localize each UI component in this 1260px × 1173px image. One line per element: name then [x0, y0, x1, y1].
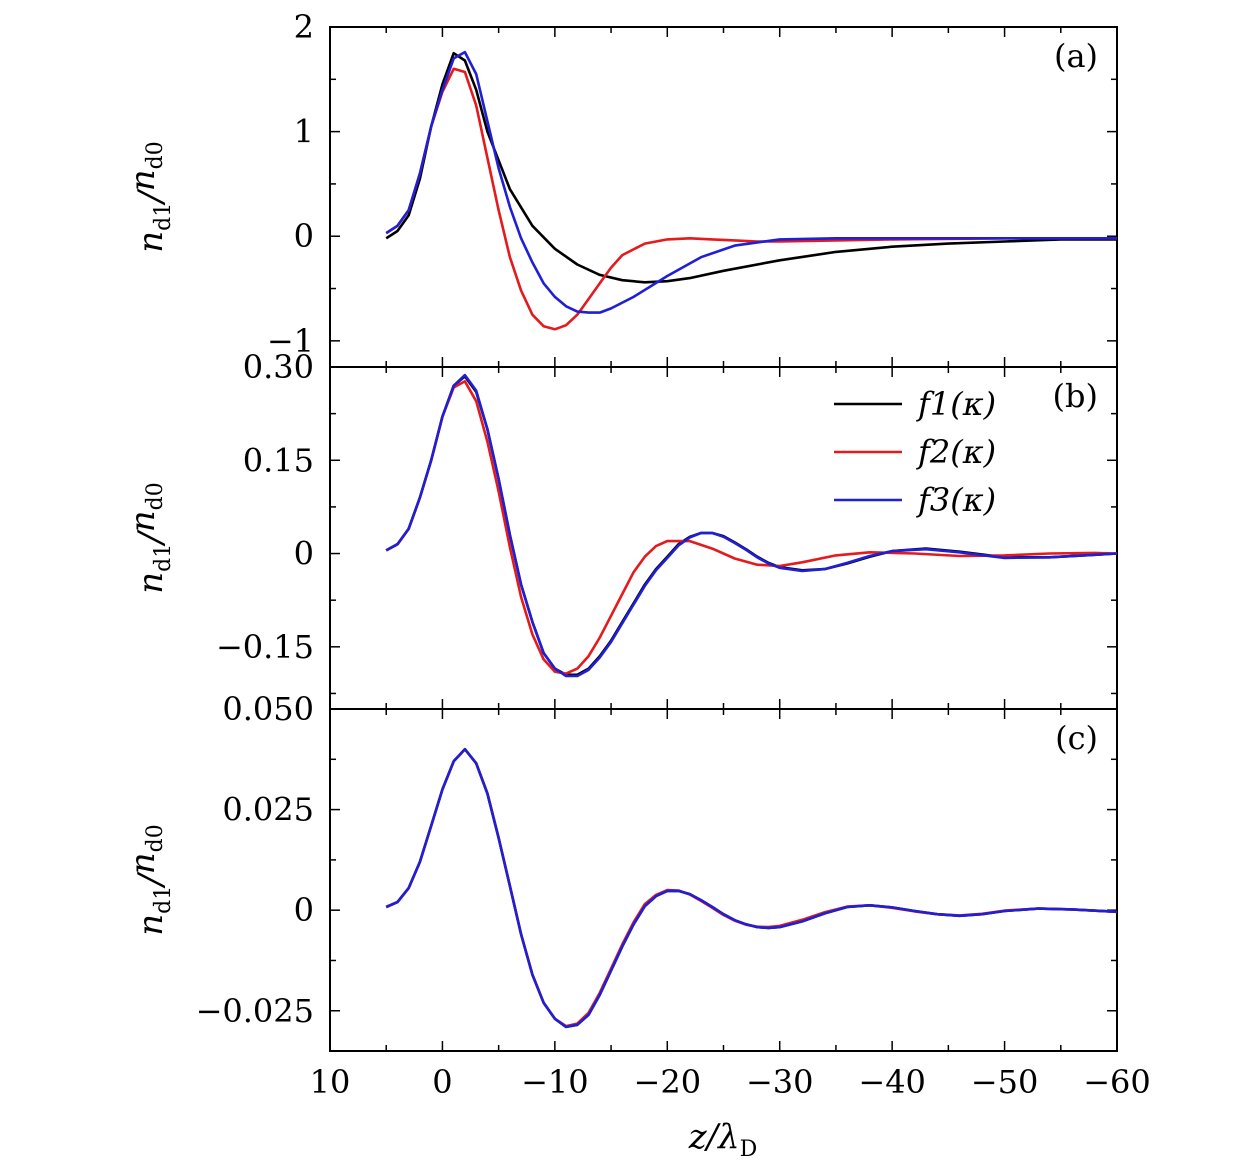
x-tick-label: −20	[634, 1063, 702, 1101]
panel-b: −0.15 0 0.15 0.30 nd1/nd0 (b)	[123, 348, 1117, 695]
y-axis-title: nd1/nd0	[123, 141, 176, 252]
series-line-f2	[385, 67, 1117, 331]
legend-label-f1: f1(κ)	[916, 385, 996, 423]
x-tick-label: −10	[521, 1063, 589, 1101]
outer-frame	[329, 26, 1118, 1052]
x-tick-labels: 10 0 −10 −20 −30 −40 −50 −60	[310, 1063, 1151, 1101]
panel-c: −0.025 0 0.025 0.050 nd1/nd0 (c)	[123, 690, 1117, 1030]
svg-text:nd1/nd0: nd1/nd0	[123, 141, 176, 252]
x-tick-label: −50	[971, 1063, 1039, 1101]
series-line-f3	[385, 373, 1117, 678]
svg-text:nd1/nd0: nd1/nd0	[123, 482, 176, 593]
legend-label-f3: f3(κ)	[916, 481, 996, 519]
series-line-f1	[385, 51, 1117, 284]
panel-label: (c)	[1055, 719, 1098, 757]
legend-label-f2: f2(κ)	[916, 433, 996, 471]
series-line-f2	[385, 747, 1117, 1028]
x-axis-title: z/λD	[688, 1117, 758, 1162]
y-tick-label: 0	[294, 891, 314, 929]
x-tick-label: 0	[432, 1063, 452, 1101]
y-tick-label: −0.15	[216, 628, 314, 666]
x-tick-label: 10	[310, 1063, 351, 1101]
y-tick-label: 0.050	[222, 690, 314, 728]
series-line-f3	[385, 747, 1117, 1029]
y-axis-title: nd1/nd0	[123, 482, 176, 593]
y-tick-label: 0	[294, 217, 314, 255]
y-tick-label: 0.15	[243, 441, 314, 479]
y-tick-label: 0.025	[222, 791, 314, 829]
y-tick-label: −0.025	[196, 992, 314, 1030]
y-tick-label: 2	[294, 8, 314, 46]
series-line-f3	[385, 50, 1117, 314]
y-tick-label: 0	[294, 535, 314, 573]
legend: f1(κ) f2(κ) f3(κ)	[834, 385, 996, 519]
y-tick-label: −1	[267, 322, 314, 360]
series-line-f1	[385, 375, 1117, 677]
panel-a: −1 0 1 2 nd1/nd0 (a)	[123, 8, 1117, 360]
x-tick-label: −40	[858, 1063, 926, 1101]
panel-label: (a)	[1054, 37, 1098, 75]
x-tick-label: −60	[1083, 1063, 1151, 1101]
y-tick-label: 0.30	[243, 348, 314, 386]
svg-text:nd1/nd0: nd1/nd0	[123, 824, 176, 935]
axes-frame	[329, 26, 1118, 1052]
series-line-f1	[385, 747, 1117, 1029]
y-axis-title: nd1/nd0	[123, 824, 176, 935]
series-line-f2	[385, 380, 1117, 675]
x-tick-label: −30	[746, 1063, 814, 1101]
y-tick-label: 1	[294, 113, 314, 151]
panel-label: (b)	[1053, 377, 1098, 415]
